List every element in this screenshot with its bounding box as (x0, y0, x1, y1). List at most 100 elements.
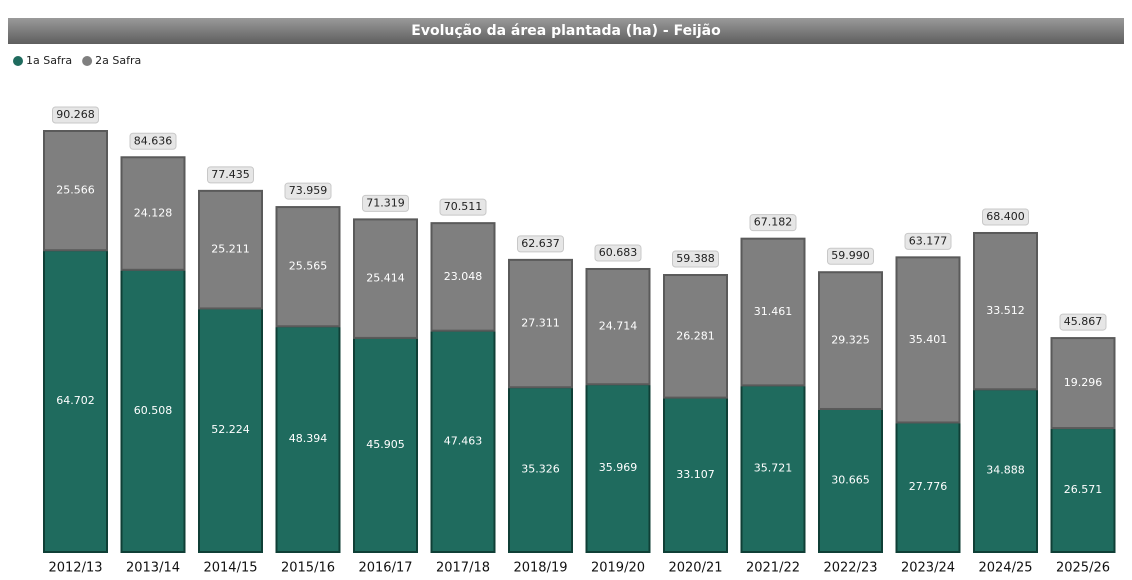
x-tick-label: 2017/18 (436, 561, 490, 576)
value-label: 31.461 (754, 305, 793, 318)
value-label: 47.463 (444, 434, 483, 447)
bar-segment (585, 267, 651, 386)
total-label-box (904, 232, 952, 250)
total-label-box (517, 235, 564, 253)
total-label-box (749, 214, 797, 232)
value-label: 19.296 (1064, 376, 1103, 389)
x-tick-label: 2016/17 (358, 561, 412, 576)
value-label: 29.325 (831, 334, 870, 347)
legend-marker (82, 56, 93, 66)
x-tick-label: 2021/22 (746, 561, 800, 576)
x-tick-label: 2018/19 (513, 561, 567, 576)
total-label: 77.435 (211, 168, 250, 181)
value-label: 60.508 (134, 404, 173, 417)
value-label: 27.776 (909, 480, 948, 493)
total-label: 67.182 (754, 216, 793, 229)
total-label: 90.268 (56, 108, 95, 121)
value-label: 27.311 (521, 317, 560, 330)
x-tick-label: 2012/13 (48, 561, 102, 576)
value-label: 25.211 (211, 243, 250, 256)
total-label-box (827, 247, 874, 265)
total-label-box (594, 244, 642, 262)
total-label: 73.959 (289, 184, 328, 197)
legend-label: 1a Safra (26, 54, 72, 67)
title-bar (8, 18, 1124, 44)
value-label: 35.721 (754, 462, 793, 475)
legend-label: 2a Safra (95, 54, 141, 67)
value-label: 52.224 (211, 423, 250, 436)
bar-segment (275, 325, 341, 553)
bar-segment (353, 218, 418, 339)
total-label: 59.388 (676, 252, 715, 265)
bar-segment (508, 258, 573, 389)
total-label: 63.177 (909, 234, 948, 247)
value-label: 48.394 (289, 432, 328, 445)
x-tick-label: 2015/16 (281, 561, 335, 576)
value-label: 33.512 (986, 304, 1025, 317)
bar-segment (198, 189, 263, 310)
bar-segment (353, 336, 418, 553)
value-label: 35.326 (521, 463, 560, 476)
value-label: 26.571 (1064, 483, 1103, 496)
total-label: 68.400 (986, 210, 1025, 223)
value-label: 25.566 (56, 184, 95, 197)
bar-segment (120, 156, 186, 271)
value-label: 25.414 (366, 272, 405, 285)
total-label-box (284, 182, 332, 200)
value-label: 34.888 (986, 464, 1025, 477)
x-tick-label: 2025/26 (1056, 561, 1110, 576)
x-tick-label: 2024/25 (978, 561, 1032, 576)
total-label: 45.867 (1064, 315, 1103, 328)
bar-segment (895, 256, 961, 424)
total-label: 62.637 (521, 237, 560, 250)
bar-segment (973, 388, 1038, 554)
bar-segment (818, 271, 883, 410)
total-label-box (129, 132, 177, 150)
x-tick-label: 2014/15 (203, 561, 257, 576)
total-label-box (672, 250, 719, 268)
bar-segment (430, 222, 496, 332)
total-label: 70.511 (444, 200, 483, 213)
bar-segment (120, 268, 186, 553)
x-tick-label: 2019/20 (591, 561, 645, 576)
value-label: 35.401 (909, 333, 948, 346)
total-label: 59.990 (831, 249, 870, 262)
bar-segment (1050, 337, 1116, 430)
value-label: 24.714 (599, 320, 638, 333)
value-label: 23.048 (444, 270, 483, 283)
bar-segment (43, 249, 108, 553)
value-label: 26.281 (676, 329, 715, 342)
bar-segment (973, 231, 1038, 391)
bar-segment (275, 206, 341, 328)
total-label-box (982, 208, 1029, 226)
chart-title: Evolução da área plantada (ha) - Feijão (411, 23, 721, 39)
value-label: 64.702 (56, 394, 95, 407)
bar-segment (663, 396, 728, 553)
bar-segment (585, 383, 651, 553)
total-label-box (362, 194, 409, 212)
x-tick-label: 2023/24 (901, 561, 955, 576)
x-tick-label: 2020/21 (668, 561, 722, 576)
value-label: 24.128 (134, 207, 173, 220)
value-label: 35.969 (599, 461, 638, 474)
bar-segment (740, 237, 806, 387)
total-label-box (52, 106, 99, 124)
total-label-box (1059, 313, 1107, 331)
legend-marker (13, 56, 23, 66)
x-tick-label: 2013/14 (126, 561, 180, 576)
value-label: 25.565 (289, 260, 328, 273)
value-label: 33.107 (676, 468, 715, 481)
bar-segment (430, 329, 496, 553)
total-label: 84.636 (134, 134, 173, 147)
total-label-box (207, 166, 254, 184)
value-label: 45.905 (366, 438, 405, 451)
x-tick-label: 2022/23 (823, 561, 877, 576)
value-label: 30.665 (831, 473, 870, 486)
bar-segment (43, 130, 108, 252)
total-label: 60.683 (599, 246, 638, 259)
bar-segment (663, 274, 728, 399)
bar-segment (895, 421, 961, 554)
total-label-box (439, 198, 487, 216)
total-label: 71.319 (366, 196, 405, 209)
